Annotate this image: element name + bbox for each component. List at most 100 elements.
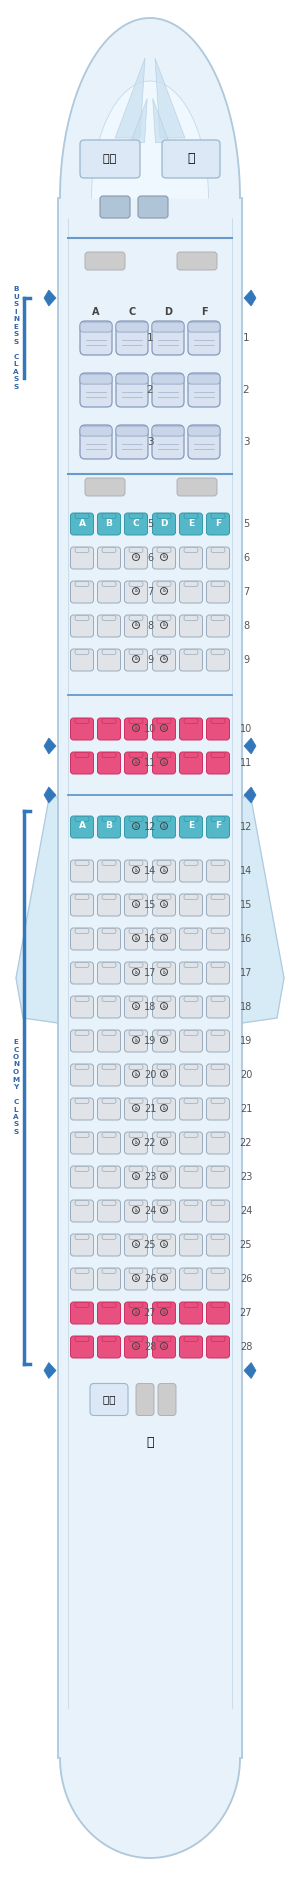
- Text: 12: 12: [240, 823, 252, 832]
- Text: 2: 2: [147, 385, 153, 394]
- FancyBboxPatch shape: [206, 995, 230, 1018]
- FancyBboxPatch shape: [98, 1166, 121, 1189]
- FancyBboxPatch shape: [184, 1031, 198, 1035]
- Text: ♿: ♿: [133, 1309, 139, 1315]
- FancyBboxPatch shape: [129, 1166, 143, 1172]
- FancyBboxPatch shape: [75, 582, 89, 586]
- Text: 27: 27: [240, 1307, 252, 1318]
- FancyBboxPatch shape: [184, 997, 198, 1001]
- FancyBboxPatch shape: [152, 513, 176, 535]
- FancyBboxPatch shape: [206, 1234, 230, 1256]
- FancyBboxPatch shape: [152, 1268, 176, 1290]
- FancyBboxPatch shape: [98, 1200, 121, 1223]
- FancyBboxPatch shape: [70, 546, 94, 569]
- FancyBboxPatch shape: [188, 321, 220, 332]
- Text: ♿: ♿: [133, 1072, 139, 1076]
- FancyBboxPatch shape: [75, 753, 89, 757]
- FancyBboxPatch shape: [179, 1268, 203, 1290]
- FancyBboxPatch shape: [188, 374, 220, 385]
- FancyBboxPatch shape: [157, 582, 171, 586]
- Text: ♿: ♿: [133, 1140, 139, 1144]
- FancyBboxPatch shape: [102, 1337, 116, 1341]
- FancyBboxPatch shape: [102, 1099, 116, 1104]
- FancyBboxPatch shape: [70, 1065, 94, 1085]
- FancyBboxPatch shape: [157, 1268, 171, 1273]
- Text: ♿: ♿: [161, 657, 167, 661]
- FancyBboxPatch shape: [70, 717, 94, 740]
- Text: 12: 12: [144, 823, 156, 832]
- FancyBboxPatch shape: [129, 1234, 143, 1239]
- FancyBboxPatch shape: [129, 928, 143, 933]
- Text: ♿: ♿: [133, 1343, 139, 1348]
- FancyBboxPatch shape: [75, 1031, 89, 1035]
- FancyBboxPatch shape: [206, 1301, 230, 1324]
- Text: ♿: ♿: [161, 823, 167, 828]
- FancyBboxPatch shape: [70, 1200, 94, 1223]
- FancyBboxPatch shape: [98, 1301, 121, 1324]
- Polygon shape: [44, 1363, 56, 1378]
- FancyBboxPatch shape: [124, 650, 148, 670]
- Polygon shape: [244, 289, 256, 306]
- FancyBboxPatch shape: [157, 1166, 171, 1172]
- FancyBboxPatch shape: [184, 1132, 198, 1138]
- Polygon shape: [131, 98, 147, 143]
- FancyBboxPatch shape: [129, 1200, 143, 1206]
- FancyBboxPatch shape: [102, 997, 116, 1001]
- Text: 1: 1: [147, 332, 153, 344]
- Text: 28: 28: [240, 1343, 252, 1352]
- FancyBboxPatch shape: [70, 614, 94, 637]
- FancyBboxPatch shape: [75, 1234, 89, 1239]
- Text: 15: 15: [240, 900, 252, 911]
- FancyBboxPatch shape: [75, 817, 89, 821]
- Text: ♿: ♿: [161, 1174, 167, 1179]
- FancyBboxPatch shape: [98, 817, 121, 838]
- Text: ♿: ♿: [133, 935, 139, 941]
- FancyBboxPatch shape: [206, 580, 230, 603]
- Text: ♿: ♿: [161, 901, 167, 907]
- FancyBboxPatch shape: [129, 548, 143, 552]
- FancyBboxPatch shape: [75, 1065, 89, 1070]
- FancyBboxPatch shape: [206, 1029, 230, 1052]
- FancyBboxPatch shape: [206, 860, 230, 883]
- FancyBboxPatch shape: [152, 1132, 176, 1153]
- FancyBboxPatch shape: [179, 1132, 203, 1153]
- FancyBboxPatch shape: [179, 817, 203, 838]
- FancyBboxPatch shape: [157, 513, 171, 518]
- FancyBboxPatch shape: [98, 962, 121, 984]
- FancyBboxPatch shape: [157, 817, 171, 821]
- FancyBboxPatch shape: [184, 582, 198, 586]
- FancyBboxPatch shape: [179, 894, 203, 916]
- Text: ♿: ♿: [133, 1275, 139, 1281]
- FancyBboxPatch shape: [179, 614, 203, 637]
- FancyBboxPatch shape: [157, 894, 171, 900]
- FancyBboxPatch shape: [102, 1166, 116, 1172]
- Polygon shape: [153, 98, 169, 143]
- FancyBboxPatch shape: [157, 860, 171, 866]
- Text: ♿: ♿: [133, 554, 139, 560]
- FancyBboxPatch shape: [179, 1301, 203, 1324]
- FancyBboxPatch shape: [124, 1099, 148, 1119]
- Text: ♿: ♿: [161, 1241, 167, 1247]
- FancyBboxPatch shape: [179, 1234, 203, 1256]
- Text: 11: 11: [240, 759, 252, 768]
- FancyBboxPatch shape: [75, 1099, 89, 1104]
- FancyBboxPatch shape: [98, 1065, 121, 1085]
- FancyBboxPatch shape: [98, 580, 121, 603]
- FancyBboxPatch shape: [184, 1268, 198, 1273]
- FancyBboxPatch shape: [152, 1234, 176, 1256]
- FancyBboxPatch shape: [177, 252, 217, 270]
- FancyBboxPatch shape: [184, 1234, 198, 1239]
- FancyBboxPatch shape: [75, 1166, 89, 1172]
- Text: 20: 20: [144, 1070, 156, 1080]
- Text: ♿: ♿: [161, 1208, 167, 1213]
- FancyBboxPatch shape: [75, 928, 89, 933]
- FancyBboxPatch shape: [124, 1301, 148, 1324]
- FancyBboxPatch shape: [177, 479, 217, 496]
- Text: 🚹​🚺: 🚹​🚺: [103, 154, 117, 163]
- Text: B: B: [106, 518, 112, 528]
- FancyBboxPatch shape: [136, 1384, 154, 1416]
- FancyBboxPatch shape: [124, 995, 148, 1018]
- Text: ♿: ♿: [161, 1309, 167, 1315]
- FancyBboxPatch shape: [152, 860, 176, 883]
- FancyBboxPatch shape: [152, 1335, 176, 1358]
